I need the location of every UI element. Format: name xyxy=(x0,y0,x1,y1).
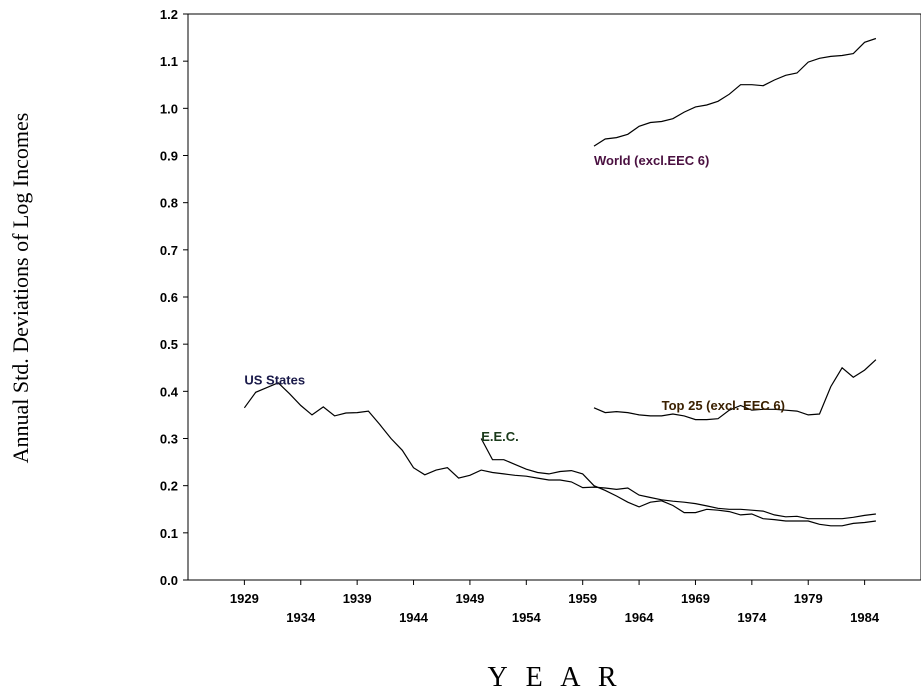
series-line-e-e-c xyxy=(480,438,876,527)
x-tick-label: 1949 xyxy=(455,591,484,606)
series-label-e-e-c: E.E.C. xyxy=(481,429,519,444)
y-axis-title: Annual Std. Deviations of Log Incomes xyxy=(8,113,33,464)
y-tick-label: 0.3 xyxy=(160,432,178,447)
y-tick-label: 0.5 xyxy=(160,337,178,352)
x-tick-label: 1939 xyxy=(343,591,372,606)
series-label-top-25-excl-eec-6: Top 25 (excl. EEC 6) xyxy=(662,398,785,413)
y-tick-label: 0.4 xyxy=(160,384,179,399)
series-label-us-states: US States xyxy=(244,372,305,387)
y-axis: 0.0 0.1 0.2 0.3 0.4 0.5 0.6 0.7 0.8 0.9 1.0 1.1 1.2 xyxy=(160,7,188,588)
series-label-world-excl-eec-6: World (excl.EEC 6) xyxy=(594,153,709,168)
y-tick-label: 0.0 xyxy=(160,573,178,588)
plot-frame xyxy=(187,13,921,581)
series-line-us-states xyxy=(243,382,876,520)
x-tick-label: 1954 xyxy=(512,610,542,625)
x-tick-label: 1969 xyxy=(681,591,710,606)
y-tick-label: 0.8 xyxy=(160,196,178,211)
x-tick-label: 1979 xyxy=(794,591,823,606)
x-tick-label: 1964 xyxy=(625,610,655,625)
series-line-world-excl-eec-6 xyxy=(593,37,877,147)
x-tick-label: 1959 xyxy=(568,591,597,606)
series-line-top-25-excl-eec-6 xyxy=(593,359,877,421)
y-tick-label: 0.7 xyxy=(160,243,178,258)
y-tick-label: 0.2 xyxy=(160,479,178,494)
x-tick-label: 1934 xyxy=(286,610,316,625)
y-tick-label: 0.6 xyxy=(160,290,178,305)
y-tick-label: 1.0 xyxy=(160,101,178,116)
y-tick-label: 1.2 xyxy=(160,7,178,22)
series-lines xyxy=(243,37,877,527)
x-axis-title: Y E A R xyxy=(487,662,622,693)
x-tick-label: 1984 xyxy=(850,610,880,625)
y-tick-label: 0.1 xyxy=(160,526,178,541)
x-tick-label: 1944 xyxy=(399,610,429,625)
series-labels: World (excl.EEC 6) Top 25 (excl. EEC 6) US… xyxy=(244,153,785,444)
y-tick-label: 0.9 xyxy=(160,149,178,164)
y-tick-label: 1.1 xyxy=(160,54,178,69)
x-axis: 1929 1934 1939 1944 1949 1954 1959 1964 1969 1974… xyxy=(230,580,880,625)
x-tick-label: 1974 xyxy=(737,610,767,625)
x-tick-label: 1929 xyxy=(230,591,259,606)
